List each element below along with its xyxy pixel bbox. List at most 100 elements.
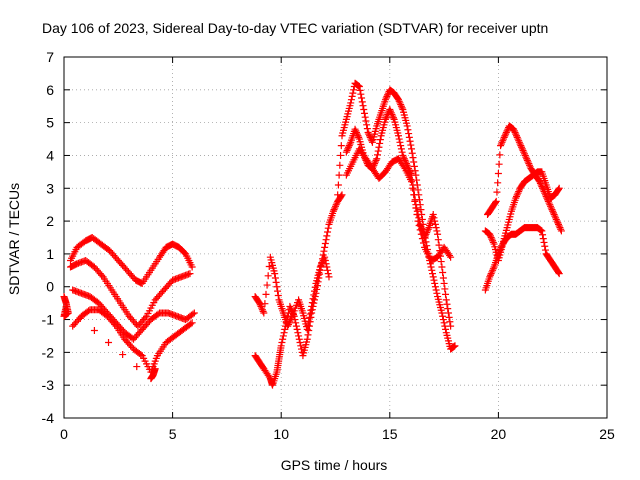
data-point <box>438 263 446 271</box>
data-point <box>429 270 437 278</box>
data-point <box>376 139 384 147</box>
data-point <box>395 97 403 105</box>
y-tick-label: -3 <box>42 377 55 393</box>
data-point <box>510 125 518 133</box>
data-point <box>408 149 416 157</box>
data-point <box>331 204 339 212</box>
data-point <box>552 215 560 223</box>
data-point <box>137 351 145 359</box>
data-point <box>515 138 523 146</box>
data-point <box>439 312 447 320</box>
data-point <box>520 150 528 158</box>
data-point <box>431 217 439 225</box>
data-point <box>400 163 408 171</box>
data-point <box>432 224 440 232</box>
data-point <box>258 306 266 314</box>
x-tick-label: 5 <box>169 426 177 442</box>
data-point <box>427 263 435 271</box>
data-point <box>345 143 353 151</box>
data-point <box>363 121 371 129</box>
data-point <box>547 202 555 210</box>
data-point <box>303 325 311 333</box>
data-point <box>500 133 508 141</box>
data-point <box>334 191 342 199</box>
data-point <box>433 289 441 297</box>
series-track-l <box>481 224 563 294</box>
data-point <box>515 188 523 196</box>
data-point <box>271 270 279 278</box>
data-point <box>62 302 70 310</box>
data-point <box>431 283 439 291</box>
data-point <box>497 140 505 148</box>
data-point <box>510 127 518 135</box>
data-point <box>334 181 342 189</box>
data-point <box>310 291 318 299</box>
data-point <box>357 90 365 98</box>
data-point <box>413 211 421 219</box>
data-point <box>494 179 502 187</box>
data-point <box>521 151 529 159</box>
x-tick-label: 10 <box>273 426 289 442</box>
data-point <box>487 234 495 241</box>
data-point <box>186 270 194 278</box>
data-point <box>337 151 345 159</box>
data-point <box>355 133 363 141</box>
data-point <box>496 151 504 159</box>
data-point <box>311 287 319 295</box>
data-point <box>297 342 305 350</box>
data-point <box>492 197 500 205</box>
data-point <box>554 219 562 227</box>
data-point <box>412 204 420 212</box>
data-point <box>494 250 502 258</box>
data-point <box>511 128 519 136</box>
data-point <box>354 132 362 140</box>
data-point <box>434 236 442 244</box>
data-point <box>306 310 314 318</box>
data-point <box>373 155 381 163</box>
data-point <box>414 217 422 225</box>
data-point <box>305 318 313 326</box>
y-tick-label: -4 <box>42 410 55 426</box>
data-point <box>403 122 411 130</box>
data-point <box>410 191 418 199</box>
data-point <box>337 192 345 200</box>
data-point <box>188 319 196 327</box>
data-point <box>287 314 295 322</box>
y-tick-label: 4 <box>46 147 54 163</box>
data-point <box>295 332 303 340</box>
data-point <box>363 125 371 133</box>
data-point <box>406 137 414 145</box>
data-point <box>501 132 509 140</box>
data-point <box>292 322 300 330</box>
data-point <box>358 98 366 106</box>
data-point <box>322 260 330 268</box>
data-point <box>486 273 494 281</box>
data-point <box>446 252 454 260</box>
data-point <box>526 161 534 169</box>
data-point <box>257 302 265 310</box>
data-point <box>545 199 553 207</box>
data-point <box>316 263 324 271</box>
data-point <box>442 290 450 298</box>
data-point <box>375 143 383 151</box>
data-point <box>429 273 437 281</box>
data-point <box>358 94 366 102</box>
data-point <box>541 246 549 254</box>
data-point <box>417 230 425 238</box>
data-point <box>493 188 501 196</box>
data-point <box>352 128 360 136</box>
data-point <box>557 227 565 235</box>
data-point <box>502 128 510 136</box>
y-tick-label: 3 <box>46 180 54 196</box>
data-point <box>285 319 293 327</box>
data-point <box>497 243 505 251</box>
data-point <box>514 135 522 143</box>
data-point <box>396 99 404 107</box>
data-point <box>111 320 119 328</box>
data-point <box>271 274 279 282</box>
data-point <box>388 110 396 118</box>
data-point <box>438 309 446 317</box>
data-point <box>524 158 532 166</box>
data-point <box>277 342 285 350</box>
data-point <box>359 102 367 110</box>
